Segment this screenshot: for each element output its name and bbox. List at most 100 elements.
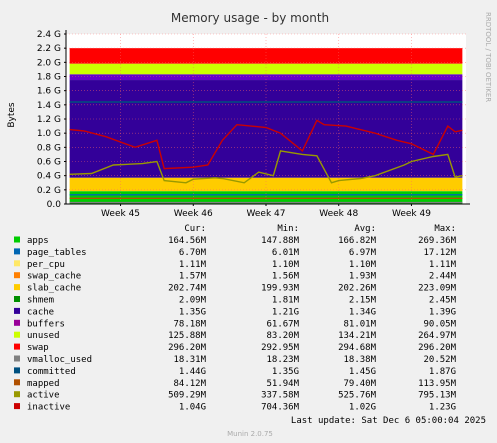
legend-value: 6.70M [179,248,207,258]
legend-name-committed: committed [27,367,76,377]
legend-swatch-cache [14,307,20,314]
legend-value: 90.05M [423,319,456,329]
y-tick-label: 1.6 G [37,87,61,97]
legend-value: 1.10M [272,260,300,270]
y-tick-label: 1.4 G [37,101,61,111]
legend-value: 704.36M [261,403,300,413]
legend-value: 1.34G [349,307,376,317]
legend-swatch-apps [14,236,20,243]
legend-value: 525.76M [338,391,377,401]
legend-value: 81.01M [343,319,376,329]
legend-swatch-swap [14,343,20,350]
x-tick-label: Week 47 [247,209,286,219]
legend-name-apps: apps [27,236,49,246]
legend-header: Cur: [184,224,206,234]
axes: 0.0 0.2 G 0.4 G 0.6 G 0.8 G 1.0 G 1.2 G 1.4 G 1.… [37,30,470,219]
legend-name-slab_cache: slab_cache [27,284,81,294]
legend-value: 83.20M [266,331,299,341]
legend-name-page_tables: page_tables [27,248,87,258]
legend-value: 199.93M [261,284,300,294]
legend-name-inactive: inactive [27,403,70,413]
legend-value: 79.40M [343,379,376,389]
last-update: Last update: Sat Dec 6 05:00:04 2025 [291,416,486,426]
x-tick-label: Week 45 [101,209,140,219]
legend-value: 202.26M [338,284,377,294]
legend-name-unused: unused [27,331,60,341]
y-axis-label: Bytes [7,102,17,128]
legend-value: 1.57M [179,272,207,282]
legend-value: 134.21M [338,331,377,341]
legend-value: 292.95M [261,343,300,353]
legend-name-buffers: buffers [27,319,65,329]
legend-value: 6.97M [349,248,377,258]
legend-name-active: active [27,391,60,401]
legend-swatch-mapped [14,379,20,386]
legend-value: 1.35G [179,307,206,317]
legend-value: 202.74M [168,284,207,294]
legend-name-vmalloc_used: vmalloc_used [27,355,92,365]
area-buffers [69,74,463,81]
legend-value: 1.56M [272,272,300,282]
legend-swatch-slab_cache [14,284,20,291]
legend-value: 113.95M [418,379,457,389]
legend-name-per_cpu: per_cpu [27,260,65,270]
legend-value: 20.52M [423,355,456,365]
legend-swatch-unused [14,331,20,338]
stacked-areas [69,48,463,204]
y-tick-label: 0.6 G [37,158,61,168]
legend-value: 1.11M [179,260,207,270]
y-tick-label: 0.4 G [37,172,61,182]
y-tick-label: 2.0 G [37,58,61,68]
legend-value: 18.31M [173,355,206,365]
footer: Munin 2.0.75 [227,430,273,438]
y-tick-label: 2.2 G [37,44,61,54]
legend-value: 17.12M [423,248,456,258]
legend-value: 1.11M [429,260,457,270]
legend-value: 2.15M [349,296,377,306]
legend-value: 296.20M [168,343,207,353]
legend-value: 296.20M [418,343,457,353]
legend-value: 1.87G [429,367,456,377]
legend-value: 337.58M [261,391,300,401]
y-tick-label: 1.2 G [37,115,61,125]
legend-value: 1.35G [272,367,299,377]
legend-value: 1.45G [349,367,376,377]
legend-swatch-active [14,391,20,398]
x-tick-label: Week 46 [174,209,213,219]
legend-value: 2.44M [429,272,457,282]
chart-title: Memory usage - by month [171,11,329,25]
legend-value: 795.13M [418,391,457,401]
y-tick-label: 1.0 G [37,129,61,139]
legend-header: Min: [277,224,299,234]
legend-value: 18.23M [266,355,299,365]
legend-value: 269.36M [418,236,457,246]
legend-swatch-shmem [14,296,20,302]
legend-value: 1.02G [349,403,376,413]
legend-value: 61.67M [266,319,299,329]
legend-value: 1.23G [429,403,456,413]
y-tick-label: 2.4 G [37,30,61,40]
legend-value: 1.04G [179,403,206,413]
legend-value: 2.09M [179,296,207,306]
legend-value: 51.94M [266,379,299,389]
legend-value: 164.56M [168,236,207,246]
legend-header: Max: [434,224,456,234]
legend-value: 264.97M [418,331,457,341]
line-active [69,150,463,184]
x-tick-label: Week 49 [392,209,431,219]
legend-value: 125.88M [168,331,207,341]
legend-header: Avg: [354,224,376,234]
legend-value: 509.29M [168,391,207,401]
side-label: RRDTOOL / TOBI OETIKER [484,12,492,102]
legend-value: 18.38M [343,355,376,365]
y-tick-label: 0.2 G [37,186,61,196]
legend-swatch-per_cpu [14,260,20,267]
legend-value: 2.45M [429,296,457,306]
legend-name-cache: cache [27,307,54,317]
grid-lines [66,33,466,205]
x-tick-label: Week 48 [319,209,358,219]
legend-name-mapped: mapped [27,379,60,389]
legend-value: 223.09M [418,284,457,294]
legend-value: 147.88M [261,236,300,246]
